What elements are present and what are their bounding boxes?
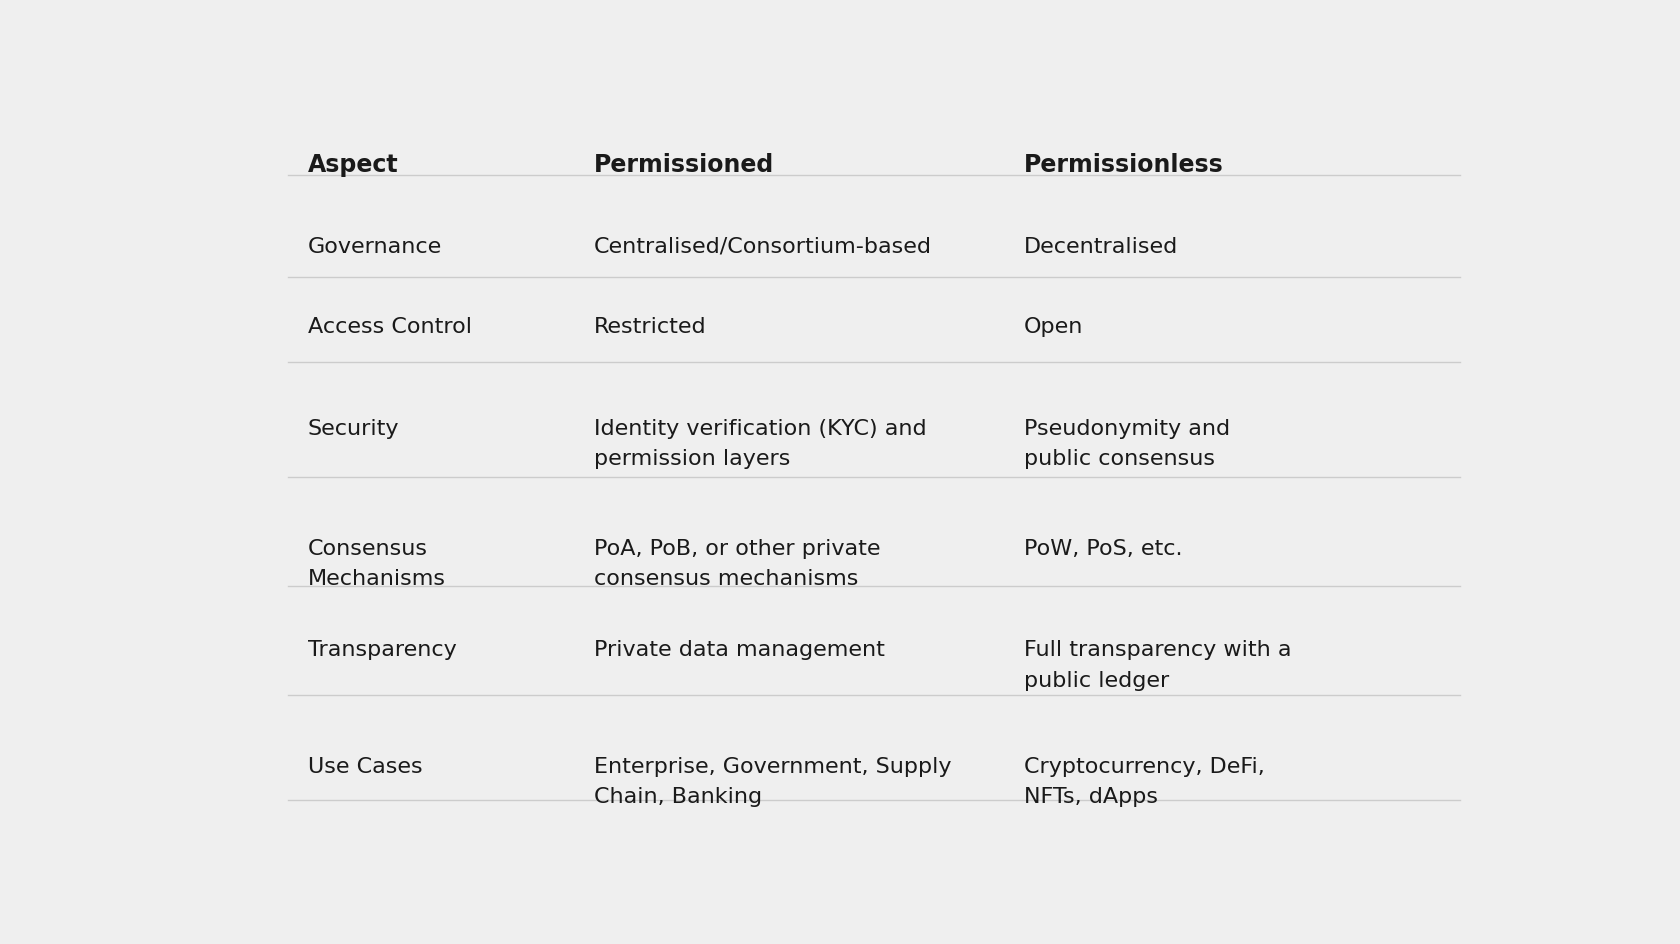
Text: Private data management: Private data management (595, 640, 885, 660)
Text: Open: Open (1023, 317, 1084, 337)
Text: Aspect: Aspect (307, 153, 398, 177)
Text: Access Control: Access Control (307, 317, 472, 337)
Text: Decentralised: Decentralised (1023, 237, 1178, 257)
Text: Full transparency with a
public ledger: Full transparency with a public ledger (1023, 640, 1292, 691)
Text: Governance: Governance (307, 237, 442, 257)
Text: Centralised/Consortium-based: Centralised/Consortium-based (595, 237, 932, 257)
Text: Permissioned: Permissioned (595, 153, 774, 177)
Text: Restricted: Restricted (595, 317, 707, 337)
Text: Consensus
Mechanisms: Consensus Mechanisms (307, 538, 445, 589)
Text: Enterprise, Government, Supply
Chain, Banking: Enterprise, Government, Supply Chain, Ba… (595, 756, 951, 807)
Text: Pseudonymity and
public consensus: Pseudonymity and public consensus (1023, 418, 1230, 469)
Text: Identity verification (KYC) and
permission layers: Identity verification (KYC) and permissi… (595, 418, 927, 469)
Text: Permissionless: Permissionless (1023, 153, 1223, 177)
Text: PoW, PoS, etc.: PoW, PoS, etc. (1023, 538, 1183, 559)
Text: Use Cases: Use Cases (307, 756, 422, 777)
Text: Transparency: Transparency (307, 640, 457, 660)
Text: PoA, PoB, or other private
consensus mechanisms: PoA, PoB, or other private consensus mec… (595, 538, 880, 589)
Text: Cryptocurrency, DeFi,
NFTs, dApps: Cryptocurrency, DeFi, NFTs, dApps (1023, 756, 1265, 807)
Text: Security: Security (307, 418, 400, 439)
